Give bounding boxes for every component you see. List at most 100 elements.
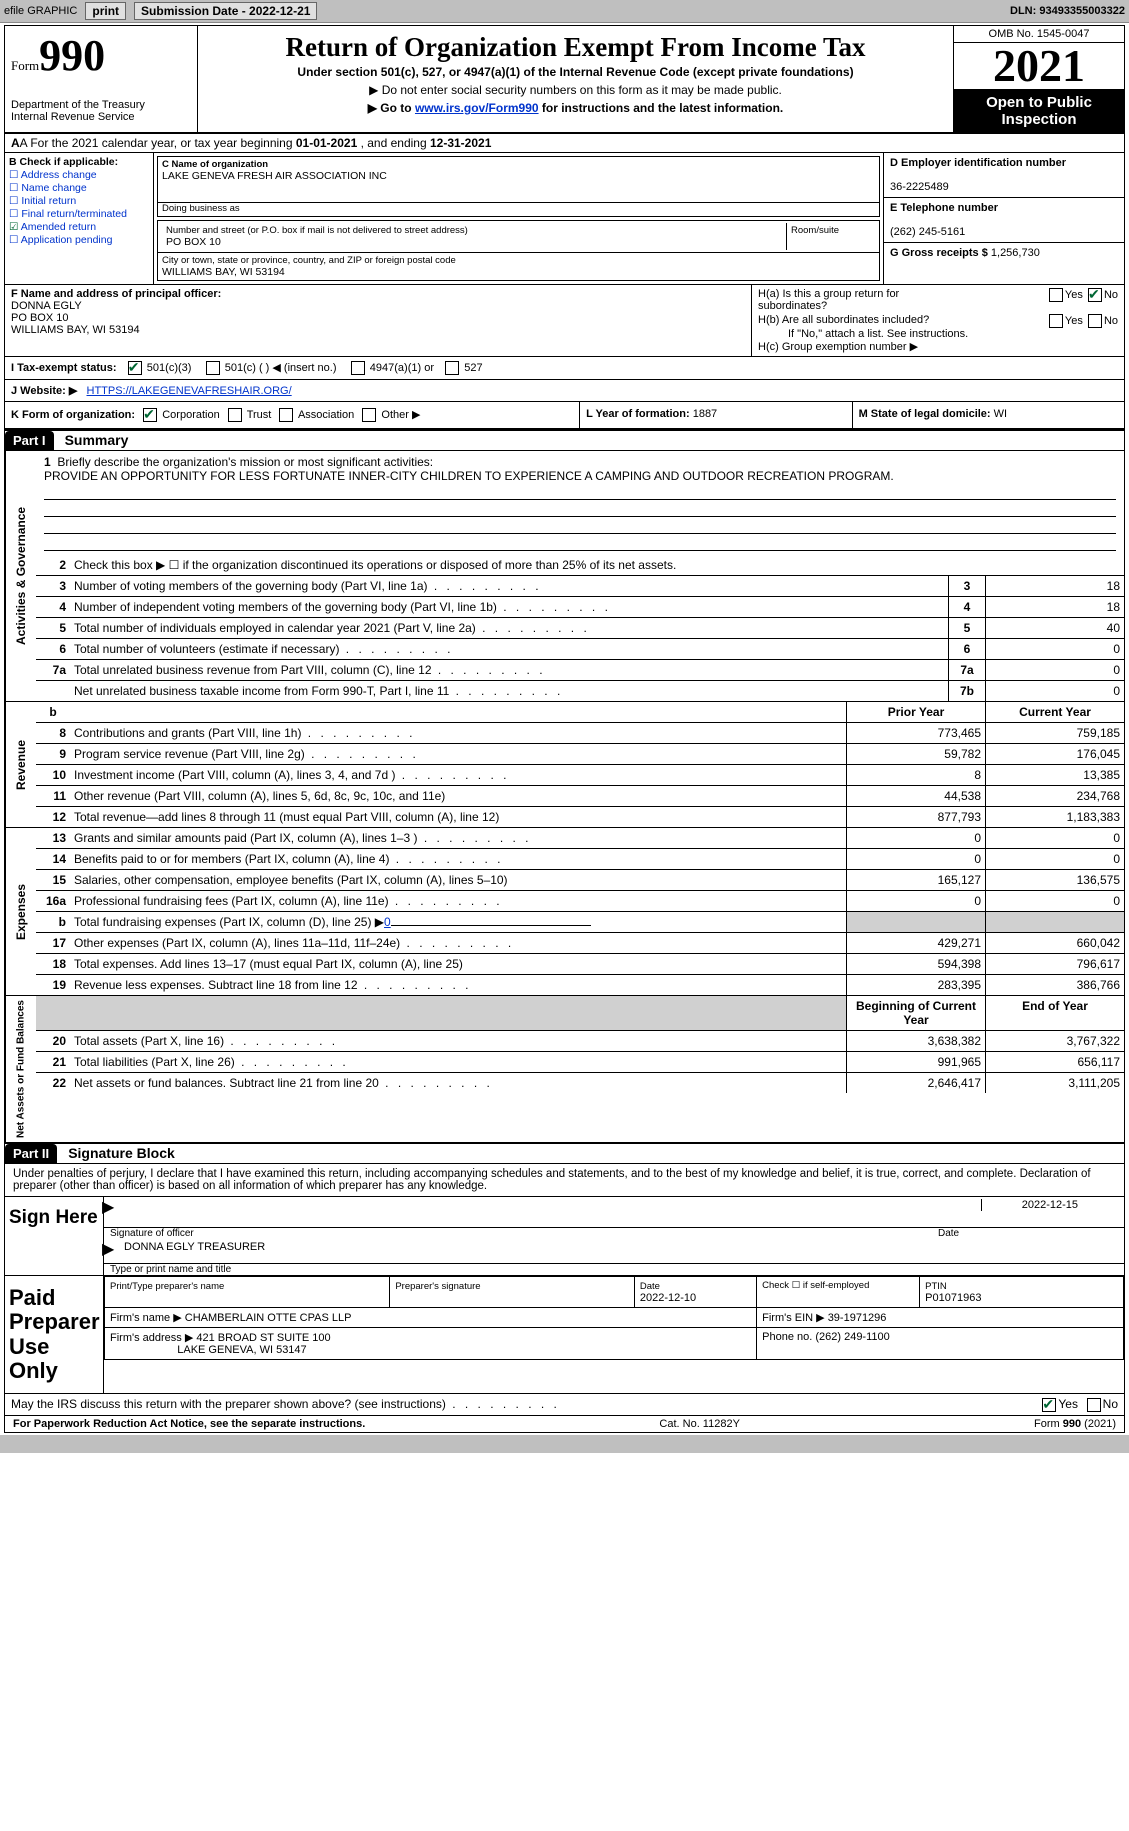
f-label: F Name and address of principal officer: xyxy=(11,288,221,300)
arrow-icon: ▶ xyxy=(102,1197,114,1217)
prep-name-label: Print/Type preparer's name xyxy=(110,1281,224,1292)
cb-discuss-no[interactable] xyxy=(1087,1398,1101,1412)
phone-value: (262) 245-5161 xyxy=(890,226,965,238)
form-990: Form990 Department of the Treasury Inter… xyxy=(4,25,1125,1433)
side-activities: Activities & Governance xyxy=(5,451,36,701)
current-year-hdr: Current Year xyxy=(986,702,1125,723)
officer-city: WILLIAMS BAY, WI 53194 xyxy=(11,324,140,336)
cb-4947[interactable] xyxy=(351,361,365,375)
part-2: Part II Signature Block Under penalties … xyxy=(5,1142,1124,1415)
part2-header: Part II xyxy=(5,1144,57,1163)
col-d-ein: D Employer identification number 36-2225… xyxy=(883,153,1124,284)
row-fhi: F Name and address of principal officer:… xyxy=(5,285,1124,357)
firm-addr2: LAKE GENEVA, WI 53147 xyxy=(177,1344,306,1356)
irs-label: Internal Revenue Service xyxy=(11,111,191,123)
form-footer: For Paperwork Reduction Act Notice, see … xyxy=(5,1415,1124,1432)
firm-name: CHAMBERLAIN OTTE CPAS LLP xyxy=(185,1312,352,1324)
cb-527[interactable] xyxy=(445,361,459,375)
state-domicile: WI xyxy=(994,408,1007,420)
irs-link[interactable]: www.irs.gov/Form990 xyxy=(415,101,539,115)
prep-sig-label: Preparer's signature xyxy=(395,1281,480,1292)
part1-header: Part I xyxy=(5,431,54,450)
mission-text: PROVIDE AN OPPORTUNITY FOR LESS FORTUNAT… xyxy=(44,469,894,483)
phone-label: E Telephone number xyxy=(890,202,998,214)
cb-trust[interactable] xyxy=(228,408,242,422)
row-j-website: J Website: ▶ HTTPS://LAKEGENEVAFRESHAIR.… xyxy=(5,380,1124,402)
row-a-period: AA For the 2021 calendar year, or tax ye… xyxy=(5,134,1124,153)
col-b-checkboxes: B Check if applicable: ☐ Address change … xyxy=(5,153,154,284)
form-header: Form990 Department of the Treasury Inter… xyxy=(5,26,1124,134)
form-subtitle: Under section 501(c), 527, or 4947(a)(1)… xyxy=(204,65,947,79)
pra-notice: For Paperwork Reduction Act Notice, see … xyxy=(13,1418,365,1430)
l4-value: 18 xyxy=(986,597,1125,618)
tax-year: 2021 xyxy=(954,43,1124,90)
self-employed-cb[interactable]: Check ☐ if self-employed xyxy=(757,1277,920,1308)
begin-year-hdr: Beginning of Current Year xyxy=(847,996,986,1031)
cb-assoc[interactable] xyxy=(279,408,293,422)
cat-no: Cat. No. 11282Y xyxy=(659,1418,740,1430)
form-ref: Form 990 (2021) xyxy=(1034,1418,1116,1430)
cb-initial[interactable]: ☐ Initial return xyxy=(9,195,149,207)
room-label: Room/suite xyxy=(787,223,875,250)
hb-label: H(b) Are all subordinates included? xyxy=(758,314,958,328)
prior-year-hdr: Prior Year xyxy=(847,702,986,723)
city-label: City or town, state or province, country… xyxy=(162,255,875,266)
penalty-text: Under penalties of perjury, I declare th… xyxy=(5,1164,1124,1196)
ssn-note: ▶ Do not enter social security numbers o… xyxy=(204,83,947,97)
cb-501c[interactable] xyxy=(206,361,220,375)
l6-value: 0 xyxy=(986,639,1125,660)
ha-label: H(a) Is this a group return for subordin… xyxy=(758,288,958,312)
side-netassets: Net Assets or Fund Balances xyxy=(5,996,36,1142)
side-revenue: Revenue xyxy=(5,702,36,827)
fundraising-link[interactable]: 0 xyxy=(384,915,391,929)
l7a-value: 0 xyxy=(986,660,1125,681)
row-i-status: I Tax-exempt status: 501(c)(3) 501(c) ( … xyxy=(5,357,1124,380)
part-1: Part I Summary Activities & Governance 1… xyxy=(5,430,1124,1142)
sig-officer-label: Signature of officer xyxy=(110,1228,938,1239)
cb-name[interactable]: ☐ Name change xyxy=(9,182,149,194)
cb-amended[interactable]: ☑ Amended return xyxy=(9,221,149,233)
toolbar: efile GRAPHIC print Submission Date - 20… xyxy=(0,0,1129,23)
org-name-label: C Name of organization xyxy=(162,159,875,170)
cb-501c3[interactable] xyxy=(128,361,142,375)
part1-title: Summary xyxy=(57,432,129,448)
dln-label: DLN: 93493355003322 xyxy=(1010,5,1125,17)
firm-ein: 39-1971296 xyxy=(828,1312,887,1324)
ptin-value: P01071963 xyxy=(925,1292,981,1304)
type-name-label: Type or print name and title xyxy=(104,1264,1124,1275)
addr-label: Number and street (or P.O. box if mail i… xyxy=(166,225,782,236)
paid-preparer-label: Paid Preparer Use Only xyxy=(5,1276,104,1393)
l3-value: 18 xyxy=(986,576,1125,597)
open-public: Open to Public Inspection xyxy=(954,90,1124,132)
cb-final[interactable]: ☐ Final return/terminated xyxy=(9,208,149,220)
year-formation: 1887 xyxy=(693,408,717,420)
website-link[interactable]: HTTPS://LAKEGENEVAFRESHAIR.ORG/ xyxy=(87,385,292,397)
ein-value: 36-2225489 xyxy=(890,181,949,193)
end-year-hdr: End of Year xyxy=(986,996,1125,1031)
officer-name-title: DONNA EGLY TREASURER xyxy=(110,1241,265,1253)
goto-note: ▶ Go to www.irs.gov/Form990 for instruct… xyxy=(204,101,947,115)
hb-note: If "No," attach a list. See instructions… xyxy=(788,328,1118,340)
cb-discuss-yes[interactable] xyxy=(1042,1398,1056,1412)
cb-address[interactable]: ☐ Address change xyxy=(9,169,149,181)
q2-label: Check this box ▶ ☐ if the organization d… xyxy=(70,555,1124,576)
submission-date: Submission Date - 2022-12-21 xyxy=(134,2,317,20)
dba-label: Doing business as xyxy=(162,203,875,214)
officer-addr: PO BOX 10 xyxy=(11,312,68,324)
firm-addr1: 421 BROAD ST SUITE 100 xyxy=(196,1332,330,1344)
print-button[interactable]: print xyxy=(85,2,126,20)
cb-app[interactable]: ☐ Application pending xyxy=(9,234,149,246)
cb-other[interactable] xyxy=(362,408,376,422)
addr-value: PO BOX 10 xyxy=(166,236,782,248)
arrow-icon: ▶ xyxy=(102,1239,114,1259)
hc-label: H(c) Group exemption number ▶ xyxy=(758,340,1118,353)
l5-value: 40 xyxy=(986,618,1125,639)
sig-date: 2022-12-15 xyxy=(981,1199,1118,1211)
officer-name: DONNA EGLY xyxy=(11,300,82,312)
row-klm: K Form of organization: Corporation Trus… xyxy=(5,402,1124,430)
cb-corp[interactable] xyxy=(143,408,157,422)
org-name: LAKE GENEVA FRESH AIR ASSOCIATION INC xyxy=(162,170,875,182)
city-value: WILLIAMS BAY, WI 53194 xyxy=(162,266,875,278)
hb-yesno: Yes No xyxy=(1047,314,1118,328)
form-title: Return of Organization Exempt From Incom… xyxy=(204,32,947,63)
